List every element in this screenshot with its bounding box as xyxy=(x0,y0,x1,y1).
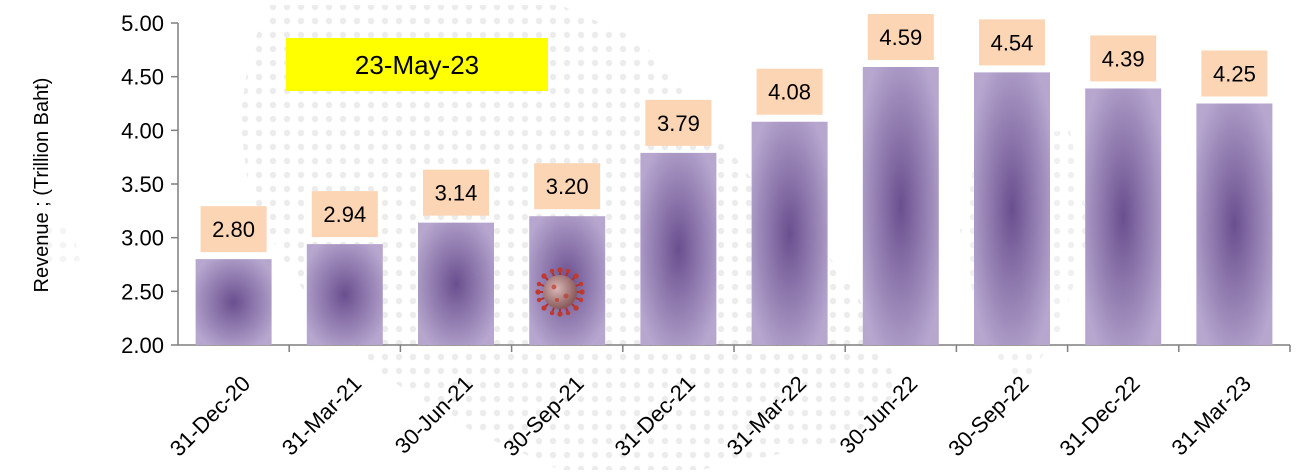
data-label: 2.94 xyxy=(323,202,366,227)
data-label: 4.54 xyxy=(991,30,1034,55)
y-tick-label: 2.00 xyxy=(121,333,164,358)
bar xyxy=(640,152,717,345)
bar xyxy=(1196,103,1273,345)
date-badge-text: 23-May-23 xyxy=(355,50,479,80)
x-tick-label: 31-Mar-23 xyxy=(1166,371,1255,460)
x-tick-label: 30-Sep-22 xyxy=(943,371,1033,461)
data-label: 4.08 xyxy=(768,80,811,105)
bars-group xyxy=(195,67,1273,346)
data-label: 2.80 xyxy=(212,217,255,242)
bar xyxy=(862,67,939,346)
data-label-box xyxy=(756,68,823,115)
data-label-box xyxy=(1201,50,1268,97)
y-tick-label: 3.50 xyxy=(121,172,164,197)
data-label: 3.79 xyxy=(657,111,700,136)
x-tick-label: 31-Dec-20 xyxy=(165,371,255,461)
data-label-box xyxy=(979,19,1045,66)
data-label-box xyxy=(200,206,267,253)
data-label-box xyxy=(1090,35,1157,82)
data-label-box xyxy=(311,191,378,238)
x-tick-label: 31-Mar-21 xyxy=(277,371,366,460)
data-label: 4.39 xyxy=(1102,46,1145,71)
y-axis-title: Revenue ; (Trillion Baht) xyxy=(31,78,53,293)
y-tick-label: 2.50 xyxy=(121,279,164,304)
y-tick-label: 4.00 xyxy=(121,118,164,143)
bar xyxy=(751,121,828,345)
virus-icon xyxy=(535,267,585,317)
y-axis-ticks: 2.00 2.50 3.00 3.50 4.00 4.50 5.00 xyxy=(121,11,178,358)
bar xyxy=(418,222,494,345)
data-label-box xyxy=(534,163,601,210)
x-tick-label: 31-Dec-22 xyxy=(1054,371,1144,461)
data-label-box xyxy=(423,169,489,216)
data-label-box xyxy=(645,99,712,146)
bar xyxy=(1085,88,1162,346)
bar xyxy=(195,259,272,345)
data-label: 3.20 xyxy=(546,174,589,199)
data-labels-group: 2.80 2.94 3.14 3.20 3.79 4.08 4.59 4.54 4.39 4.25 xyxy=(200,14,1268,253)
data-label: 3.14 xyxy=(435,181,478,206)
date-badge: 23-May-23 xyxy=(286,38,548,91)
y-tick-label: 4.50 xyxy=(121,65,164,90)
y-tick-label: 3.00 xyxy=(121,226,164,251)
y-tick-label: 5.00 xyxy=(121,11,164,36)
bar xyxy=(306,244,383,345)
data-label: 4.25 xyxy=(1213,62,1256,87)
bar xyxy=(974,72,1050,345)
data-label-box xyxy=(867,14,934,61)
data-label: 4.59 xyxy=(879,25,922,50)
